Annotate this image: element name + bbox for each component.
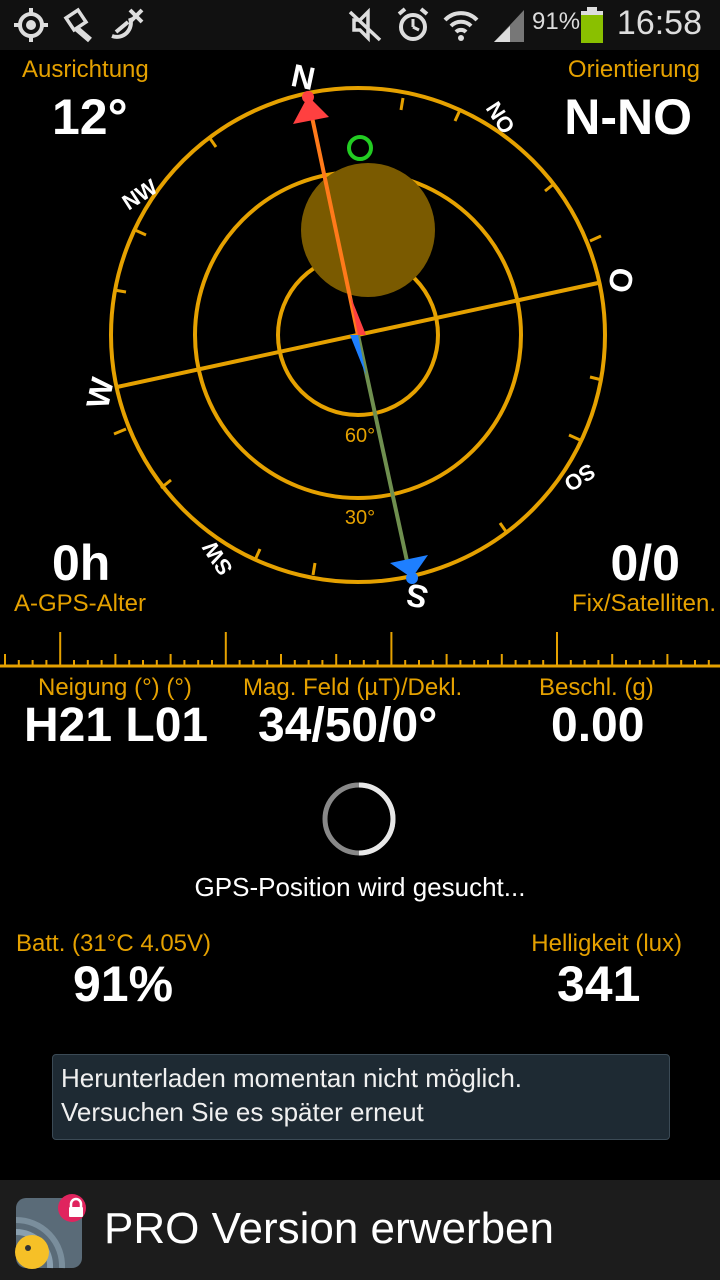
tilt-label: Neigung (°) (°) bbox=[38, 674, 192, 701]
signal-icon bbox=[494, 10, 524, 42]
direction-nw: NW bbox=[118, 174, 163, 215]
gps-target-icon bbox=[14, 8, 48, 42]
light-label: Helligkeit (lux) bbox=[531, 930, 682, 957]
mag-value: 34/50/0° bbox=[258, 699, 438, 752]
ring-label-30: 30° bbox=[345, 507, 375, 529]
tilt-ruler bbox=[0, 632, 720, 668]
direction-no: NO bbox=[481, 97, 520, 138]
heading-line bbox=[293, 91, 428, 584]
direction-o: O bbox=[601, 264, 641, 296]
fix-value: 0/0 bbox=[610, 535, 680, 591]
sun-marker bbox=[301, 163, 435, 297]
clock: 16:58 bbox=[616, 4, 702, 42]
ring-label-60: 60° bbox=[345, 425, 375, 447]
accel-label: Beschl. (g) bbox=[539, 674, 654, 701]
battery-label: Batt. (31°C 4.05V) bbox=[16, 930, 212, 957]
gps-status-text: GPS-Position wird gesucht... bbox=[194, 872, 526, 902]
tilt-value: H21 L01 bbox=[24, 699, 209, 752]
satellite-off-icon bbox=[111, 8, 144, 39]
message-line-1: Herunterladen momentan nicht möglich. bbox=[61, 1063, 523, 1093]
pro-version-banner[interactable]: PRO Version erwerben bbox=[0, 1180, 720, 1280]
battery-icon bbox=[581, 7, 603, 43]
battery-value: 91% bbox=[73, 956, 174, 1012]
agps-value: 0h bbox=[52, 535, 111, 591]
pro-version-label: PRO Version erwerben bbox=[104, 1204, 554, 1253]
compass-ticks bbox=[113, 97, 603, 576]
agps-label: A-GPS-Alter bbox=[14, 590, 147, 617]
direction-sw: SW bbox=[197, 536, 237, 580]
compass[interactable]: N NO O SO S SW W NW 60° 30° bbox=[0, 50, 720, 630]
alarm-icon bbox=[397, 7, 429, 41]
accel-value: 0.00 bbox=[551, 699, 645, 752]
orientation-label: Orientierung bbox=[567, 56, 700, 83]
mute-icon bbox=[348, 7, 382, 43]
fix-label: Fix/Satelliten. bbox=[571, 590, 716, 617]
loading-spinner-icon bbox=[322, 782, 396, 856]
direction-s: S bbox=[403, 576, 431, 616]
orientation-value: N-NO bbox=[564, 89, 692, 145]
message-line-2: Versuchen Sie es später erneut bbox=[61, 1097, 424, 1127]
wifi-icon bbox=[443, 11, 479, 41]
direction-so: SO bbox=[560, 458, 600, 496]
flashlight-icon bbox=[63, 7, 92, 43]
mag-label: Mag. Feld (µT)/Dekl. bbox=[243, 674, 463, 701]
lock-icon bbox=[69, 1197, 83, 1217]
battery-percent: 91% bbox=[532, 8, 581, 35]
heading-label: Ausrichtung bbox=[22, 56, 149, 83]
status-bar: 91% 16:58 bbox=[0, 0, 720, 50]
heading-value: 12° bbox=[52, 89, 128, 145]
target-marker bbox=[347, 135, 373, 161]
download-error-message: Herunterladen momentan nicht möglich. Ve… bbox=[52, 1054, 670, 1140]
light-value: 341 bbox=[557, 956, 641, 1012]
